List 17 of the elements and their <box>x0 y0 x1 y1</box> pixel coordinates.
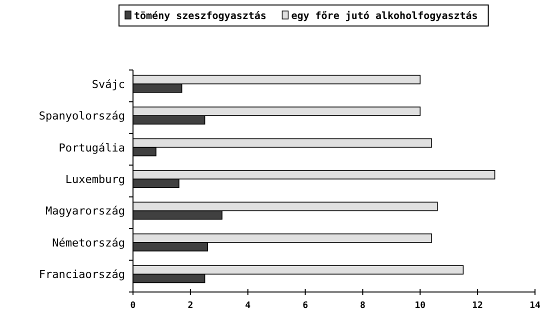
legend-label: egy főre jutó alkoholfogyasztás <box>291 10 478 22</box>
x-tick-label: 14 <box>530 301 541 311</box>
y-tick-label: Magyarország <box>46 204 125 218</box>
y-tick-label: Portugália <box>58 141 125 154</box>
x-tick-label: 8 <box>360 301 366 311</box>
x-tick-label: 0 <box>130 301 136 311</box>
y-tick-label: Svájc <box>92 78 125 91</box>
y-tick-label: Németország <box>52 236 125 250</box>
y-tick-label: Spanyolország <box>38 110 125 123</box>
x-tick-label: 4 <box>245 301 252 311</box>
x-tick-label: 6 <box>302 301 308 311</box>
y-tick-label: Franciaország <box>38 268 125 282</box>
x-tick-label: 2 <box>188 301 194 311</box>
x-tick-label: 12 <box>472 301 483 311</box>
x-tick-label: 10 <box>414 301 426 311</box>
y-tick-label: Luxemburg <box>65 173 125 186</box>
legend-label: tömény szeszfogyasztás <box>134 11 266 22</box>
